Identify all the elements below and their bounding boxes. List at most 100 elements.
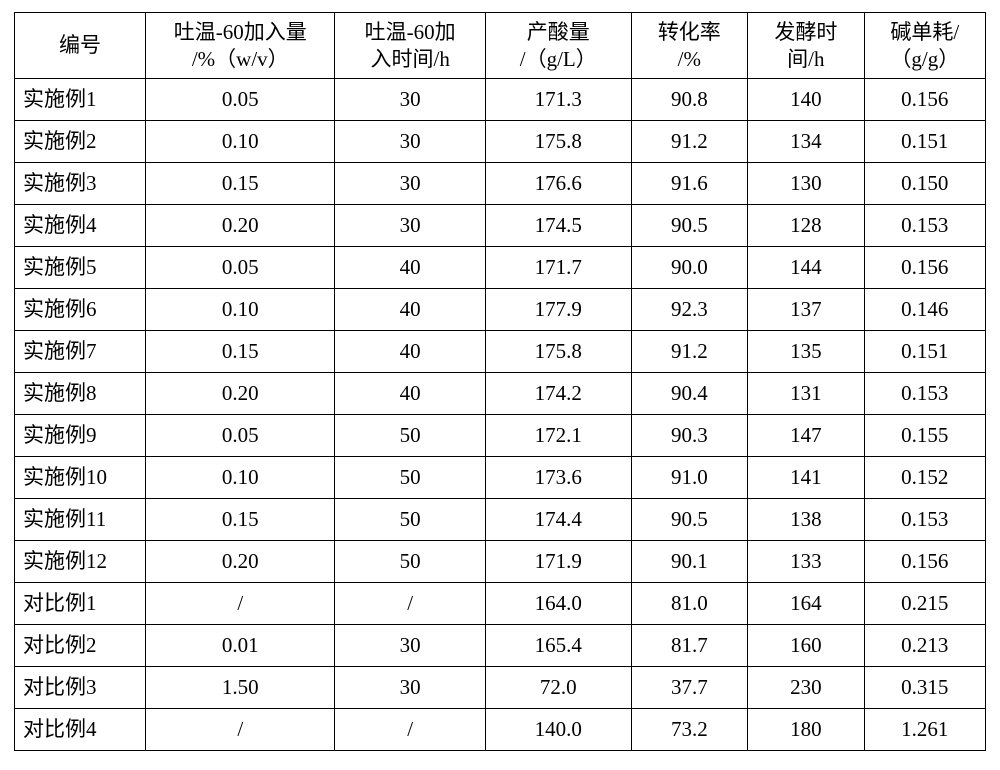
- cell: 147: [748, 415, 865, 457]
- cell: 135: [748, 331, 865, 373]
- table-row: 实施例50.0540171.790.01440.156: [15, 247, 986, 289]
- cell: 90.5: [631, 499, 748, 541]
- table-row: 实施例90.0550172.190.31470.155: [15, 415, 986, 457]
- header-text: 间/h: [787, 47, 824, 71]
- header-text: 产酸量: [527, 20, 590, 44]
- cell: 91.2: [631, 121, 748, 163]
- cell: 140.0: [485, 709, 631, 751]
- cell-id: 实施例6: [15, 289, 146, 331]
- header-text: 吐温-60加: [365, 20, 456, 44]
- cell: 171.9: [485, 541, 631, 583]
- cell: 0.20: [146, 373, 335, 415]
- cell: 72.0: [485, 667, 631, 709]
- cell: 0.10: [146, 121, 335, 163]
- cell: 91.2: [631, 331, 748, 373]
- table-row: 实施例100.1050173.691.01410.152: [15, 457, 986, 499]
- cell: /: [335, 709, 486, 751]
- cell: 0.01: [146, 625, 335, 667]
- cell: 175.8: [485, 331, 631, 373]
- cell: 50: [335, 415, 486, 457]
- cell: 30: [335, 79, 486, 121]
- cell: 0.20: [146, 541, 335, 583]
- cell: 37.7: [631, 667, 748, 709]
- header-text: 发酵时: [774, 20, 837, 44]
- table-row: 实施例20.1030175.891.21340.151: [15, 121, 986, 163]
- cell: 165.4: [485, 625, 631, 667]
- cell: 0.156: [864, 541, 985, 583]
- cell: 0.315: [864, 667, 985, 709]
- table-row: 实施例10.0530171.390.81400.156: [15, 79, 986, 121]
- cell: 0.15: [146, 163, 335, 205]
- header-text: （g/g）: [890, 47, 959, 71]
- cell: 0.156: [864, 79, 985, 121]
- cell: 171.3: [485, 79, 631, 121]
- cell: 0.20: [146, 205, 335, 247]
- cell: 173.6: [485, 457, 631, 499]
- cell: 91.6: [631, 163, 748, 205]
- cell: 30: [335, 625, 486, 667]
- cell: 175.8: [485, 121, 631, 163]
- cell: 0.05: [146, 79, 335, 121]
- table-row: 实施例60.1040177.992.31370.146: [15, 289, 986, 331]
- table-row: 对比例1//164.081.01640.215: [15, 583, 986, 625]
- cell: 174.5: [485, 205, 631, 247]
- col-header-id: 编号: [15, 13, 146, 79]
- cell-id: 对比例2: [15, 625, 146, 667]
- cell: 0.152: [864, 457, 985, 499]
- header-text: 吐温-60加入量: [174, 20, 307, 44]
- table-row: 实施例30.1530176.691.61300.150: [15, 163, 986, 205]
- cell: 50: [335, 499, 486, 541]
- cell-id: 对比例1: [15, 583, 146, 625]
- cell-id: 实施例5: [15, 247, 146, 289]
- header-row: 编号 吐温-60加入量/%（w/v） 吐温-60加入时间/h 产酸量/（g/L）…: [15, 13, 986, 79]
- cell: 40: [335, 289, 486, 331]
- cell: /: [335, 583, 486, 625]
- cell: 0.10: [146, 457, 335, 499]
- cell: 140: [748, 79, 865, 121]
- cell: 30: [335, 205, 486, 247]
- cell: 0.15: [146, 499, 335, 541]
- col-header-amount: 吐温-60加入量 /%（w/v）: [146, 13, 335, 79]
- cell: 40: [335, 373, 486, 415]
- cell: 164.0: [485, 583, 631, 625]
- cell-id: 实施例7: [15, 331, 146, 373]
- cell-id: 实施例3: [15, 163, 146, 205]
- cell-id: 实施例4: [15, 205, 146, 247]
- table-row: 实施例120.2050171.990.11330.156: [15, 541, 986, 583]
- cell: 0.213: [864, 625, 985, 667]
- cell: 144: [748, 247, 865, 289]
- data-table: 编号 吐温-60加入量/%（w/v） 吐温-60加入时间/h 产酸量/（g/L）…: [14, 12, 986, 751]
- cell: 171.7: [485, 247, 631, 289]
- cell-id: 实施例11: [15, 499, 146, 541]
- cell: 0.151: [864, 331, 985, 373]
- table-row: 对比例31.503072.037.72300.315: [15, 667, 986, 709]
- cell: 137: [748, 289, 865, 331]
- cell-id: 实施例2: [15, 121, 146, 163]
- cell: 128: [748, 205, 865, 247]
- table-row: 实施例80.2040174.290.41310.153: [15, 373, 986, 415]
- cell-id: 实施例9: [15, 415, 146, 457]
- cell: 1.50: [146, 667, 335, 709]
- cell: 73.2: [631, 709, 748, 751]
- header-text: /%: [678, 47, 701, 71]
- col-header-conversion: 转化率/%: [631, 13, 748, 79]
- cell-id: 实施例8: [15, 373, 146, 415]
- cell: 90.1: [631, 541, 748, 583]
- table-body: 实施例10.0530171.390.81400.156 实施例20.103017…: [15, 79, 986, 751]
- cell: 0.155: [864, 415, 985, 457]
- cell: 134: [748, 121, 865, 163]
- cell: 0.215: [864, 583, 985, 625]
- cell: 0.05: [146, 415, 335, 457]
- cell: 172.1: [485, 415, 631, 457]
- header-text: 碱单耗/: [890, 20, 959, 44]
- cell: 90.3: [631, 415, 748, 457]
- header-text: /%（w/v）: [192, 47, 289, 71]
- cell: 131: [748, 373, 865, 415]
- cell: 30: [335, 163, 486, 205]
- cell: 91.0: [631, 457, 748, 499]
- cell: 50: [335, 457, 486, 499]
- cell: 81.7: [631, 625, 748, 667]
- table-row: 实施例110.1550174.490.51380.153: [15, 499, 986, 541]
- table-row: 实施例40.2030174.590.51280.153: [15, 205, 986, 247]
- cell: 174.2: [485, 373, 631, 415]
